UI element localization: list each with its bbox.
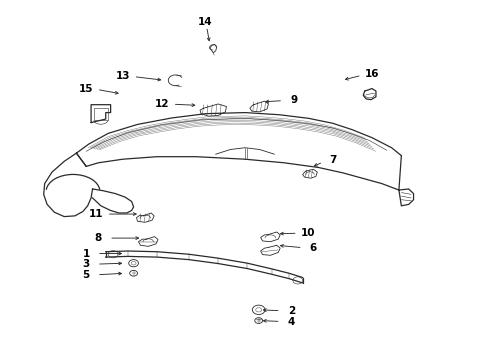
Text: 1: 1 — [83, 248, 90, 258]
Text: 4: 4 — [288, 317, 295, 327]
Text: 9: 9 — [290, 95, 297, 105]
Text: 2: 2 — [288, 306, 295, 316]
Text: 5: 5 — [83, 270, 90, 280]
Text: 14: 14 — [197, 17, 212, 27]
Text: 3: 3 — [83, 259, 90, 269]
Text: 13: 13 — [116, 71, 130, 81]
Text: 8: 8 — [95, 233, 102, 243]
Text: 7: 7 — [329, 155, 337, 165]
Text: 11: 11 — [89, 209, 103, 219]
Text: 12: 12 — [155, 99, 169, 109]
Text: 15: 15 — [79, 84, 94, 94]
Text: 10: 10 — [301, 228, 316, 238]
Text: 6: 6 — [310, 243, 317, 253]
Text: 16: 16 — [365, 69, 379, 79]
